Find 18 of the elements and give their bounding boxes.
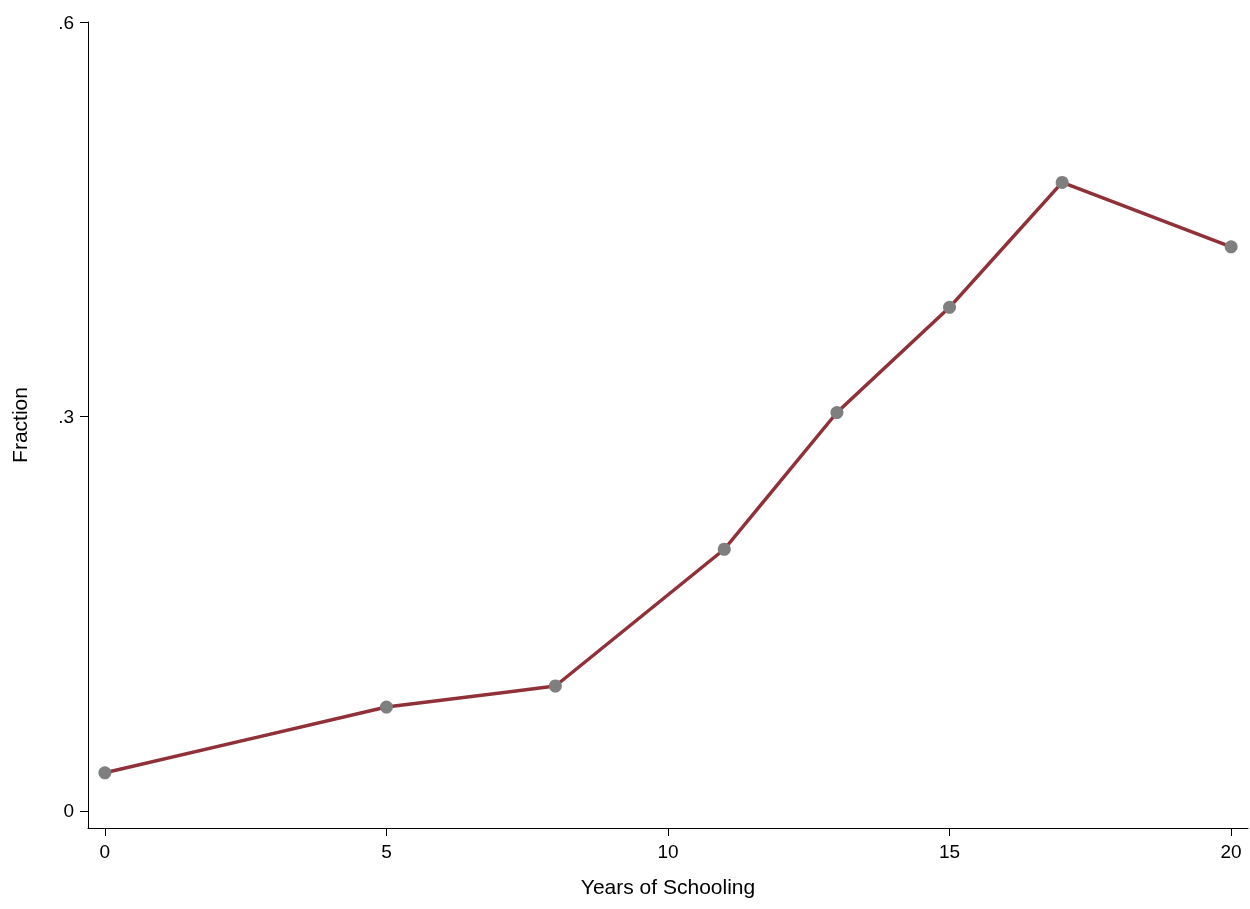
y-tick-label: .6 <box>58 11 74 33</box>
point <box>830 406 844 420</box>
x-tick-label: 0 <box>99 841 111 862</box>
point <box>548 679 562 693</box>
x-tick-label: 10 <box>657 841 679 862</box>
point <box>1224 240 1238 254</box>
y-tick-label: 0 <box>63 800 74 822</box>
point <box>943 300 957 314</box>
y-tick-label: .3 <box>58 405 74 427</box>
x-axis-title: Years of Schooling <box>580 875 756 898</box>
x-tick-label: 5 <box>381 841 392 862</box>
point <box>98 766 112 780</box>
x-tick-label: 15 <box>938 841 961 862</box>
point <box>379 700 393 714</box>
x-tick-label: 20 <box>1220 841 1242 862</box>
y-axis-title: Fraction <box>8 387 31 463</box>
point <box>1055 175 1069 189</box>
point <box>717 542 731 556</box>
